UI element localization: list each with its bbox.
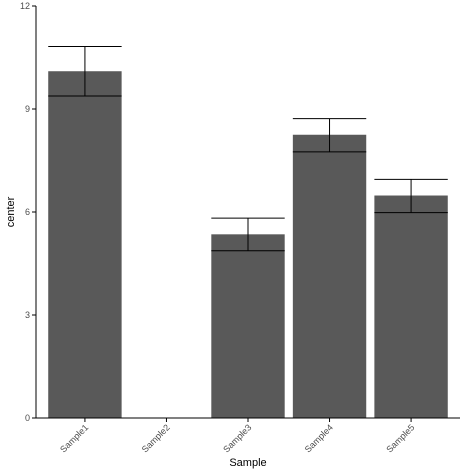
chart-marks [48, 46, 448, 418]
error-bar-sample5 [374, 178, 448, 214]
x-tick-label: Sample1 [58, 422, 90, 454]
x-tick-label: Sample2 [140, 422, 172, 454]
x-tick-label: Sample3 [221, 422, 253, 454]
bar-sample1 [48, 71, 122, 418]
y-axis-title: center [5, 196, 17, 227]
x-ticks: Sample1 Sample2 Sample3 Sample4 Sample5 [58, 418, 416, 455]
bar-sample4 [292, 134, 367, 418]
y-tick-label: 6 [25, 207, 30, 217]
y-tick-label: 9 [25, 104, 30, 114]
y-tick-label: 3 [25, 310, 30, 320]
x-tick-label: Sample5 [384, 422, 416, 454]
bar-sample5 [374, 195, 448, 418]
error-bar-sample1 [48, 46, 122, 97]
y-tick-label: 12 [20, 1, 30, 11]
error-bar-sample4 [292, 118, 367, 153]
x-tick-label: Sample4 [303, 422, 335, 454]
x-axis-title: Sample [229, 457, 266, 469]
y-ticks: 0 3 6 9 12 [20, 1, 36, 423]
error-bar-sample3 [211, 217, 285, 252]
y-tick-label: 0 [25, 413, 30, 423]
bar-sample3 [211, 234, 285, 418]
